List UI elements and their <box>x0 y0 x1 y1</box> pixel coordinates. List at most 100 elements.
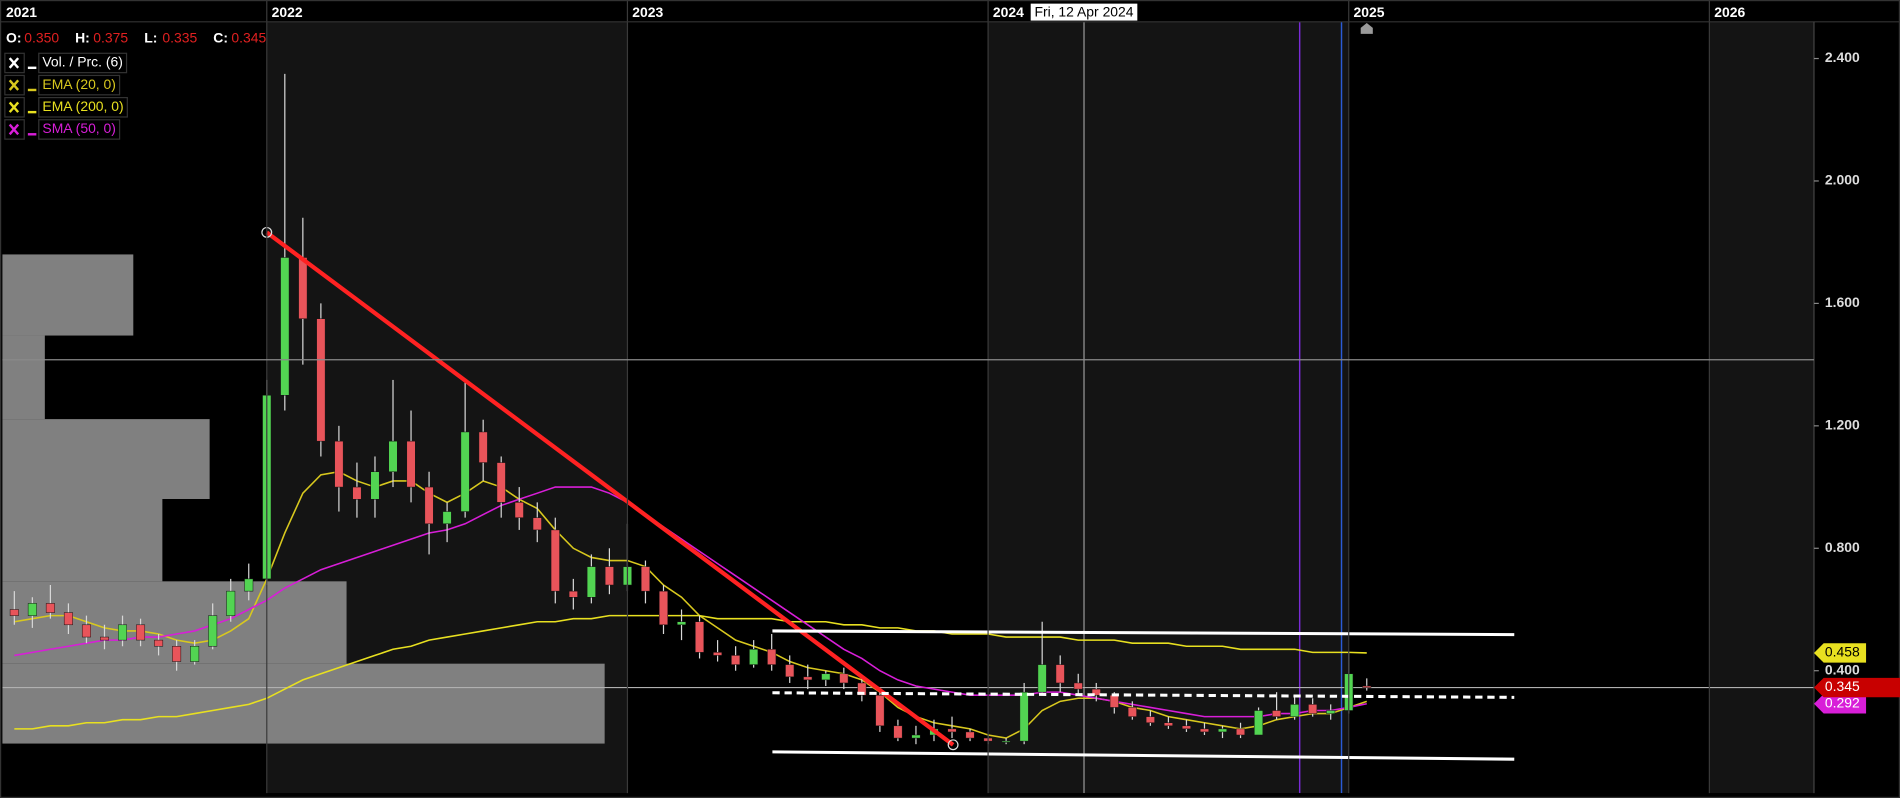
candle-body <box>136 624 146 641</box>
candle-body <box>208 615 218 647</box>
candle-body <box>1145 716 1155 723</box>
plot-area <box>2 21 1814 794</box>
candle-body <box>875 694 885 727</box>
ohlc-value: 0.335 <box>162 29 197 45</box>
candle-body <box>27 603 37 616</box>
candle-body <box>1055 664 1065 684</box>
candle-body <box>1326 710 1336 714</box>
x-tick-label: 2026 <box>1714 4 1745 20</box>
legend-entry[interactable]: EMA (200, 0) <box>4 96 128 118</box>
legend-close-icon <box>8 57 20 69</box>
candle-body <box>1019 691 1029 742</box>
legend-label-box <box>38 96 128 118</box>
ohlc-name: H: <box>75 29 90 45</box>
candle-body <box>731 655 741 665</box>
candle-body <box>460 431 470 512</box>
ohlc-value: 0.345 <box>231 29 266 45</box>
candle-body <box>839 673 849 684</box>
candle-body <box>1290 704 1300 717</box>
indicator-line <box>14 470 1368 739</box>
legend-close-icon <box>8 101 20 113</box>
legend-entry[interactable]: Vol. / Prc. (6) <box>4 52 128 74</box>
candle-body <box>45 603 55 613</box>
candle-body <box>100 636 109 641</box>
legend-close-icon <box>8 123 20 136</box>
candle-body <box>821 673 831 681</box>
candle-body <box>659 590 668 626</box>
candle-body <box>713 652 723 656</box>
crosshair-label: Fri, 12 Apr 2024 <box>1034 3 1133 19</box>
candle-body <box>118 624 128 641</box>
candle-body <box>478 431 488 463</box>
candle-body <box>1362 685 1372 688</box>
candle-body <box>1181 725 1191 730</box>
candle-body <box>298 257 308 319</box>
candle-body <box>568 590 578 598</box>
legend-label: EMA (20, 0) <box>42 76 116 92</box>
legend-entry[interactable]: EMA (20, 0) <box>4 74 121 96</box>
candle-body <box>190 645 200 662</box>
volume-profile-bar <box>2 254 134 336</box>
candle-body <box>1236 728 1246 736</box>
candle-body <box>695 621 705 653</box>
candle-body <box>316 318 326 442</box>
candle-body <box>244 578 254 592</box>
candle-body <box>965 731 975 739</box>
x-start-label: 2021 <box>6 4 37 20</box>
legend-label: Vol. / Prc. (6) <box>42 54 122 70</box>
y-tick-label: 1.200 <box>1825 417 1860 433</box>
value-tag-label: 0.292 <box>1825 694 1860 710</box>
value-tag <box>1813 694 1867 714</box>
drawing-endpoint <box>947 739 959 751</box>
y-tick-label: 2.400 <box>1825 49 1860 65</box>
drawing-line <box>772 750 1515 761</box>
candle-body <box>1091 688 1101 696</box>
x-tick-label: 2025 <box>1354 4 1385 20</box>
ohlc-value: 0.350 <box>24 29 59 45</box>
candle-body <box>604 566 614 586</box>
candle-body <box>81 624 91 638</box>
candle-body <box>9 609 19 616</box>
candle-body <box>1109 694 1119 708</box>
candle-body <box>226 590 236 616</box>
candle-body <box>352 486 362 500</box>
x-tick-label: 2024 <box>993 4 1024 20</box>
volume-profile-bar <box>2 663 605 744</box>
indicator-line <box>14 614 1367 730</box>
candle-body <box>1001 740 1011 743</box>
value-tag-label: 0.458 <box>1825 644 1860 660</box>
home-marker <box>1360 23 1373 34</box>
candle-body <box>514 502 524 518</box>
candle-body <box>1073 682 1083 690</box>
legend-label: EMA (200, 0) <box>42 98 123 114</box>
y-tick-label: 0.400 <box>1825 661 1860 677</box>
indicator-line <box>14 486 1367 718</box>
ohlc-name: L: <box>144 29 157 45</box>
legend-close-icon <box>8 79 20 91</box>
candle-body <box>1127 707 1137 717</box>
candle-body <box>172 645 182 662</box>
legend-label-box <box>38 119 121 140</box>
candle-body <box>767 649 777 665</box>
candle-body <box>550 529 560 592</box>
ohlc-value: 0.375 <box>93 29 128 45</box>
legend-label-box <box>38 74 121 96</box>
candle-body <box>1037 664 1047 693</box>
value-tag-label: 0.345 <box>1825 678 1860 694</box>
candle-body <box>388 440 398 472</box>
ohlc-name: O: <box>6 29 21 45</box>
candle-body <box>640 566 650 592</box>
ohlc-name: C: <box>213 29 228 45</box>
candle-body <box>677 621 687 626</box>
candle-body <box>370 471 380 500</box>
candle-body <box>442 511 452 525</box>
candle-body <box>496 462 506 503</box>
volume-profile-bar <box>2 498 163 582</box>
value-tag <box>1813 677 1900 698</box>
candle-body <box>803 676 813 681</box>
candle-body <box>154 639 164 647</box>
legend-entry[interactable]: SMA (50, 0) <box>4 119 121 140</box>
